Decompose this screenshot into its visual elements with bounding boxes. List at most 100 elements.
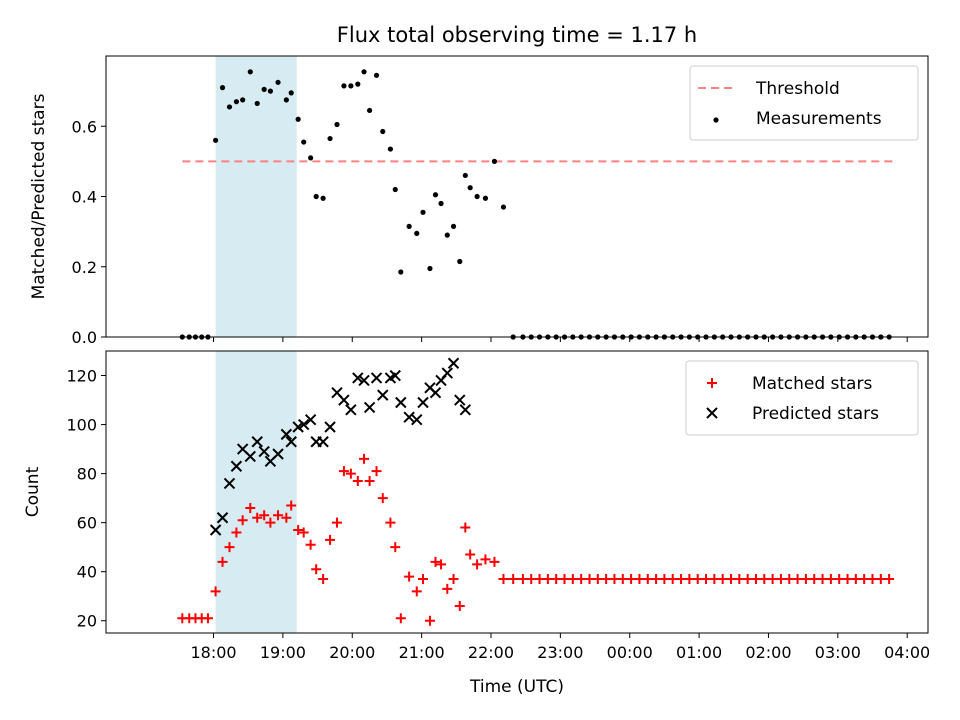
bottom-legend: Matched stars Predicted stars	[685, 360, 919, 436]
data-point	[298, 527, 309, 538]
data-point	[285, 436, 297, 448]
data-point	[395, 613, 406, 624]
data-point	[404, 571, 415, 582]
data-point	[442, 583, 453, 594]
data-point	[295, 116, 301, 122]
data-point	[240, 97, 246, 103]
data-point	[334, 121, 340, 128]
data-point	[327, 135, 333, 142]
data-point	[436, 559, 447, 570]
x-tick-label: 04:00	[884, 643, 930, 662]
data-point	[345, 404, 357, 416]
x-tick-label: 02:00	[745, 643, 791, 662]
data-point	[217, 556, 228, 567]
data-point	[361, 69, 367, 75]
data-point	[331, 517, 342, 528]
data-point	[231, 527, 242, 538]
data-point	[301, 139, 307, 145]
x-tick-label: 19:00	[260, 643, 306, 662]
data-point	[210, 586, 221, 597]
data-point	[308, 155, 314, 161]
y-tick-label: 0.6	[72, 117, 97, 136]
data-point	[223, 477, 236, 490]
data-point	[366, 107, 373, 114]
data-point	[406, 223, 412, 229]
data-point	[392, 186, 398, 193]
data-point	[377, 389, 389, 401]
y-tick-label: 100	[66, 416, 97, 435]
data-point	[245, 502, 256, 513]
legend-label: Measurements	[756, 109, 882, 129]
data-point	[467, 185, 473, 191]
data-point	[480, 554, 491, 565]
data-point	[348, 83, 354, 89]
x-tick-label: 22:00	[468, 643, 514, 662]
data-point	[275, 79, 281, 85]
data-point	[465, 549, 476, 560]
data-point	[398, 269, 404, 275]
legend-dot-swatch	[713, 117, 719, 123]
data-point	[259, 510, 270, 521]
data-point	[297, 418, 310, 431]
data-point	[288, 90, 294, 96]
data-point	[244, 450, 256, 463]
data-point	[430, 556, 441, 567]
data-point	[462, 172, 468, 179]
x-tick-label: 18:00	[190, 643, 236, 662]
y-tick-label: 80	[77, 465, 97, 484]
series-measurements	[179, 69, 892, 340]
data-point	[380, 128, 386, 135]
top-y-axis-label: Matched/Predicted stars	[29, 93, 49, 299]
data-point	[389, 369, 401, 382]
top-panel: 0.0 0.2 0.4 0.6 Matched/Predicted stars Thres…	[29, 55, 929, 347]
y-tick-label: 60	[77, 514, 97, 533]
chart-title: Flux total observing time = 1.17 h	[337, 23, 697, 47]
data-point	[459, 404, 472, 416]
data-point	[884, 574, 895, 585]
x-tick-label: 00:00	[607, 643, 653, 662]
data-point	[385, 517, 396, 528]
data-point	[482, 195, 489, 201]
data-point	[254, 100, 260, 107]
y-tick-label: 20	[77, 612, 97, 631]
data-point	[338, 394, 350, 406]
data-point	[281, 512, 292, 523]
data-point	[450, 223, 457, 229]
bottom-y-axis-label: Count	[23, 466, 43, 517]
data-point	[454, 394, 466, 406]
data-point	[305, 539, 316, 550]
data-point	[411, 413, 423, 426]
x-tick-label: 03:00	[815, 643, 861, 662]
data-point	[403, 411, 415, 423]
data-point	[320, 195, 326, 201]
data-point	[358, 374, 370, 387]
data-point	[447, 357, 460, 369]
bottom-panel: 20 40 60 80 100 120 Count 18:00 19:00 20:00 21:00 2…	[23, 350, 930, 662]
data-point	[272, 448, 284, 460]
data-point	[324, 421, 336, 433]
data-point	[373, 72, 380, 78]
data-point	[444, 232, 450, 238]
data-point	[355, 81, 361, 87]
data-point	[363, 401, 376, 414]
bottom-shaded-interval	[215, 351, 297, 633]
data-point	[441, 367, 453, 379]
data-point	[341, 83, 347, 89]
data-point	[387, 146, 394, 152]
data-point	[424, 615, 435, 626]
data-point	[489, 556, 500, 567]
data-point	[265, 517, 276, 528]
data-point	[420, 209, 426, 215]
data-point	[460, 522, 471, 533]
y-tick-label: 0.4	[72, 188, 97, 207]
data-point	[251, 436, 263, 448]
top-legend: Threshold Measurements	[689, 65, 919, 141]
x-axis-label: Time (UTC)	[469, 677, 564, 697]
data-point	[213, 137, 219, 143]
y-tick-label: 0.2	[72, 258, 97, 277]
data-point	[411, 586, 422, 597]
legend-label: Matched stars	[752, 374, 872, 394]
data-point	[317, 436, 329, 448]
data-point	[304, 413, 317, 426]
